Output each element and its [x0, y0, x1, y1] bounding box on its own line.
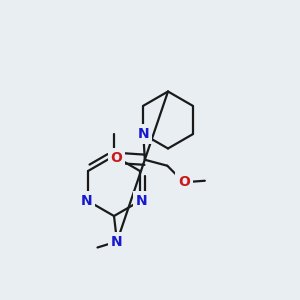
Text: N: N [111, 235, 123, 248]
Text: O: O [178, 175, 190, 189]
Text: N: N [137, 127, 149, 141]
Text: N: N [136, 194, 147, 208]
Text: O: O [110, 151, 122, 165]
Text: N: N [81, 194, 92, 208]
